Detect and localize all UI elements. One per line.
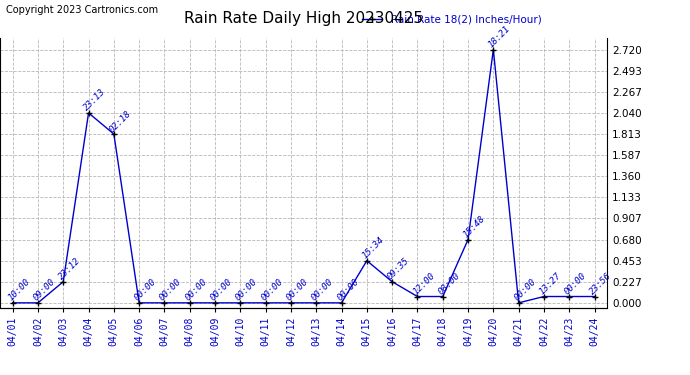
Rain Rate 18(2) Inches/Hour)	[110, 132, 118, 136]
Rain Rate 18(2) Inches/Hour)	[135, 301, 144, 305]
Text: Rain Rate Daily High 20230425: Rain Rate Daily High 20230425	[184, 11, 423, 26]
Text: 15:48: 15:48	[462, 214, 487, 240]
Rain Rate 18(2) Inches/Hour)	[34, 301, 42, 305]
Rain Rate 18(2) Inches/Hour)	[363, 258, 371, 263]
Text: 00:00: 00:00	[284, 278, 310, 303]
Rain Rate 18(2) Inches/Hour)	[464, 237, 472, 242]
Rain Rate 18(2) Inches/Hour)	[8, 301, 17, 305]
Text: 00:00: 00:00	[132, 278, 158, 303]
Text: 00:00: 00:00	[310, 278, 335, 303]
Rain Rate 18(2) Inches/Hour)	[439, 294, 447, 299]
Text: 15:34: 15:34	[360, 235, 386, 261]
Text: 23:13: 23:13	[82, 87, 108, 113]
Text: 12:00: 12:00	[411, 271, 437, 297]
Rain Rate 18(2) Inches/Hour)	[515, 301, 523, 305]
Text: 18:21: 18:21	[487, 24, 513, 50]
Rain Rate 18(2) Inches/Hour)	[287, 301, 295, 305]
Rain Rate 18(2) Inches/Hour)	[489, 47, 497, 52]
Rain Rate 18(2) Inches/Hour)	[591, 294, 599, 299]
Rain Rate 18(2) Inches/Hour)	[211, 301, 219, 305]
Rain Rate 18(2) Inches/Hour)	[59, 279, 68, 284]
Text: 09:35: 09:35	[386, 256, 411, 282]
Text: 00:00: 00:00	[259, 278, 285, 303]
Rain Rate 18(2) Inches/Hour)	[540, 294, 548, 299]
Rain Rate 18(2) Inches/Hour)	[186, 301, 194, 305]
Text: 00:00: 00:00	[208, 278, 234, 303]
Text: 00:00: 00:00	[563, 271, 589, 297]
Text: 02:18: 02:18	[108, 109, 133, 134]
Text: 13:27: 13:27	[538, 271, 563, 297]
Text: 00:00: 00:00	[158, 278, 184, 303]
Text: 00:00: 00:00	[184, 278, 209, 303]
Rain Rate 18(2) Inches/Hour)	[262, 301, 270, 305]
Text: Copyright 2023 Cartronics.com: Copyright 2023 Cartronics.com	[6, 5, 158, 15]
Text: 10:00: 10:00	[6, 278, 32, 303]
Line: Rain Rate 18(2) Inches/Hour): Rain Rate 18(2) Inches/Hour)	[10, 47, 598, 306]
Rain Rate 18(2) Inches/Hour)	[84, 111, 92, 115]
Text: 00:00: 00:00	[512, 278, 538, 303]
Text: 00:00: 00:00	[234, 278, 259, 303]
Legend: Rain Rate 18(2) Inches/Hour): Rain Rate 18(2) Inches/Hour)	[357, 10, 546, 28]
Text: 08:00: 08:00	[436, 271, 462, 297]
Text: 23:56: 23:56	[588, 271, 613, 297]
Rain Rate 18(2) Inches/Hour)	[388, 279, 396, 284]
Rain Rate 18(2) Inches/Hour)	[160, 301, 168, 305]
Text: 00:00: 00:00	[335, 278, 361, 303]
Rain Rate 18(2) Inches/Hour)	[337, 301, 346, 305]
Rain Rate 18(2) Inches/Hour)	[236, 301, 244, 305]
Rain Rate 18(2) Inches/Hour)	[413, 294, 422, 299]
Text: 09:00: 09:00	[32, 278, 57, 303]
Text: 23:12: 23:12	[57, 256, 82, 282]
Rain Rate 18(2) Inches/Hour)	[565, 294, 573, 299]
Rain Rate 18(2) Inches/Hour)	[312, 301, 320, 305]
